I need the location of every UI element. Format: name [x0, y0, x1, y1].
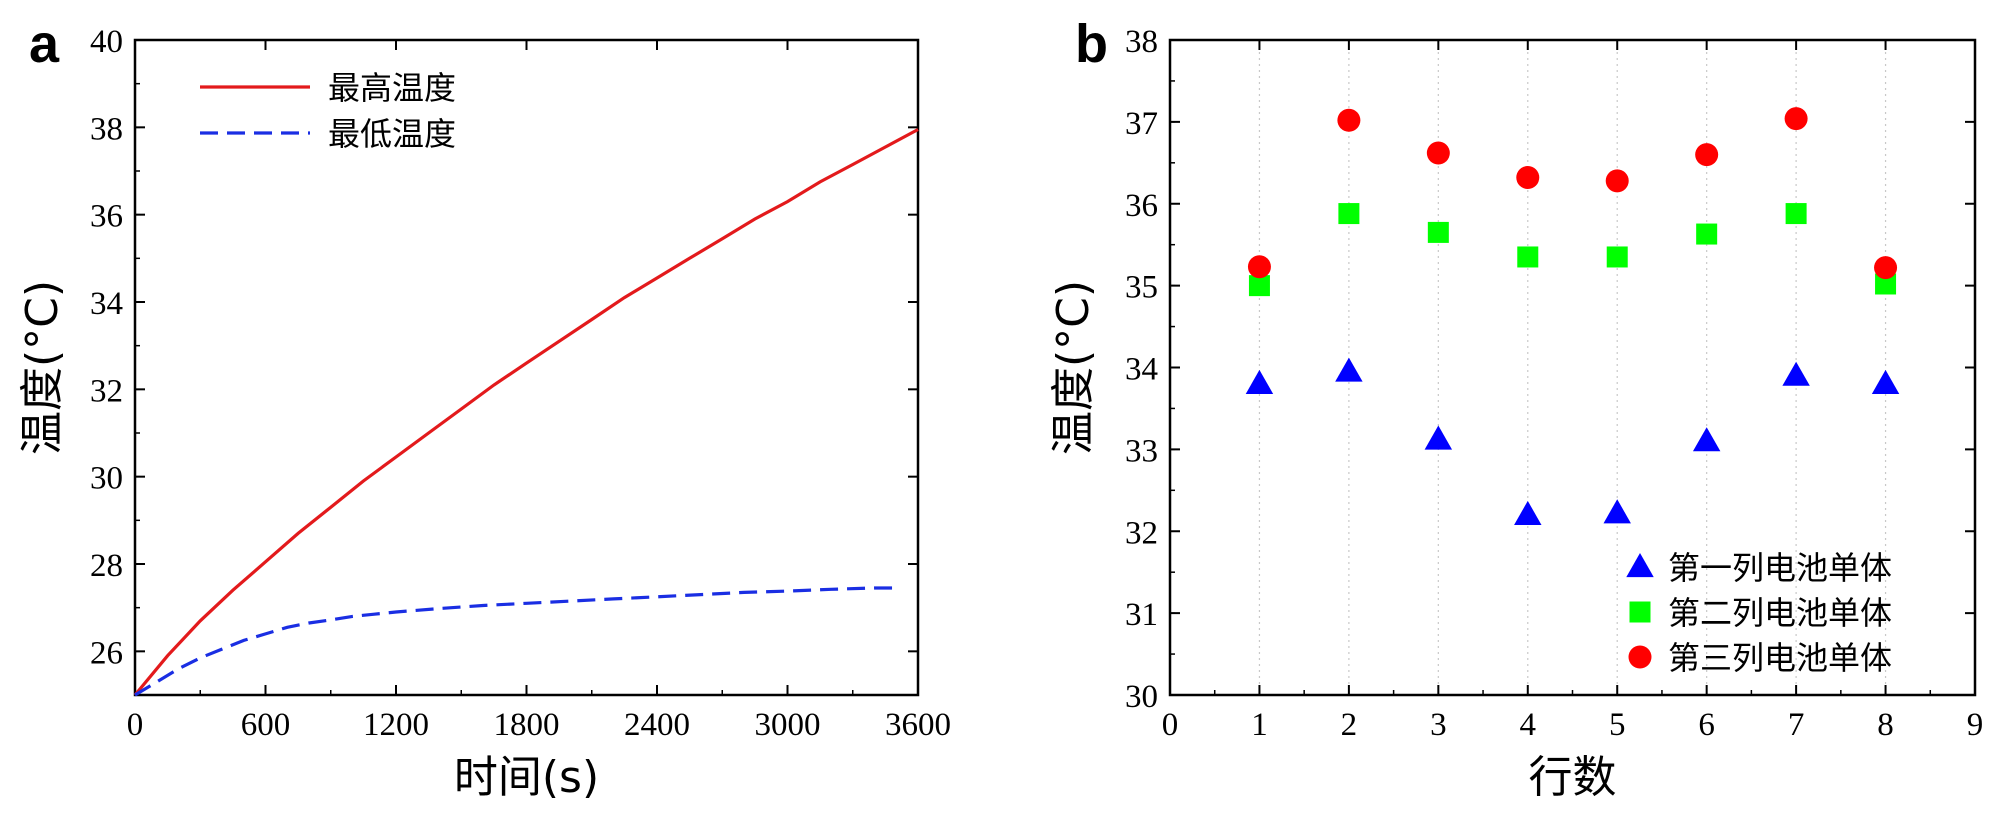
y-tick-label: 40 [90, 24, 123, 60]
data-point [1424, 425, 1453, 450]
data-point [1696, 223, 1718, 245]
x-tick-label: 6 [1698, 707, 1715, 743]
legend-label: 第三列电池单体 [1668, 639, 1892, 677]
data-point [1335, 357, 1363, 382]
data-point [1605, 169, 1629, 193]
data-point [1338, 203, 1360, 225]
series-line-min-temp [134, 586, 897, 697]
x-tick-label: 1 [1251, 707, 1268, 743]
y-tick-label: 38 [1125, 24, 1158, 60]
x-axis-title: 时间(s) [454, 752, 599, 803]
legend-marker [1628, 645, 1652, 669]
y-tick-label: 31 [1125, 597, 1158, 633]
x-tick-label: 0 [127, 707, 144, 743]
legend-label: 第一列电池单体 [1668, 549, 1892, 587]
panel-b: b0 1 2 3 4 5 6 7 8 9303132333435363738行数温度(°C)第一列… [1048, 14, 1983, 803]
y-tick-label: 32 [90, 373, 123, 409]
x-tick-label: 2400 [624, 707, 690, 743]
y-tick-label: 38 [90, 111, 123, 147]
x-tick-label: 4 [1520, 707, 1537, 743]
y-tick-label: 28 [90, 548, 123, 584]
legend-label: 最高温度 [328, 69, 456, 107]
y-tick-label: 35 [1125, 270, 1158, 306]
legend-label: 第二列电池单体 [1668, 594, 1892, 632]
data-point [1337, 108, 1361, 132]
data-point [1875, 273, 1897, 295]
y-tick-label: 32 [1125, 515, 1158, 551]
x-axis-title: 行数 [1529, 752, 1617, 803]
data-point [1427, 221, 1449, 243]
data-point [1248, 275, 1270, 297]
x-tick-label: 7 [1788, 707, 1805, 743]
data-point [1516, 166, 1540, 190]
data-point [1874, 256, 1898, 280]
data-point [1517, 246, 1539, 268]
y-tick-label: 33 [1125, 433, 1158, 469]
data-point [1695, 143, 1719, 167]
legend-label: 最低温度 [328, 115, 456, 153]
x-tick-label: 1200 [363, 707, 429, 743]
panel-letter: a [29, 14, 60, 74]
y-tick-label: 37 [1125, 106, 1158, 142]
y-tick-label: 30 [1125, 679, 1158, 715]
x-tick-label: 1800 [494, 707, 560, 743]
data-point [1426, 141, 1450, 165]
panel-letter: b [1075, 14, 1108, 74]
data-point [1782, 361, 1810, 386]
x-tick-label: 0 [1162, 707, 1179, 743]
data-point [1606, 246, 1628, 268]
panel-a: a 0 600 1200 1800 2400 3000 3600 26 28 30 32 34 36 38 4… [17, 14, 951, 803]
legend-marker [1629, 601, 1651, 623]
x-tick-label: 600 [241, 707, 291, 743]
x-tick-label: 3 [1430, 707, 1447, 743]
data-point [1603, 499, 1631, 524]
y-axis-title: 温度(°C) [17, 280, 68, 455]
y-tick-label: 36 [90, 199, 123, 235]
y-tick-label: 30 [90, 461, 123, 497]
data-point [1514, 500, 1542, 525]
x-tick-label: 5 [1609, 707, 1626, 743]
x-tick-label: 3000 [755, 707, 821, 743]
x-tick-label: 8 [1877, 707, 1894, 743]
x-tick-label: 3600 [885, 707, 951, 743]
y-axis-title: 温度(°C) [1048, 280, 1099, 455]
plot-frame [133, 38, 920, 697]
x-tick-label: 9 [1967, 707, 1984, 743]
y-tick-label: 34 [1125, 352, 1158, 388]
series-line-max-temp [133, 128, 919, 697]
data-point [1784, 107, 1808, 131]
data-point [1247, 255, 1271, 279]
y-tick-label: 34 [90, 286, 123, 322]
y-tick-label: 36 [1125, 188, 1158, 224]
data-point [1871, 369, 1900, 394]
legend-marker [1626, 553, 1654, 578]
x-tick-label: 2 [1341, 707, 1358, 743]
y-tick-label: 26 [90, 635, 123, 671]
data-point [1245, 369, 1274, 394]
data-point [1692, 427, 1721, 452]
data-point [1785, 203, 1807, 225]
